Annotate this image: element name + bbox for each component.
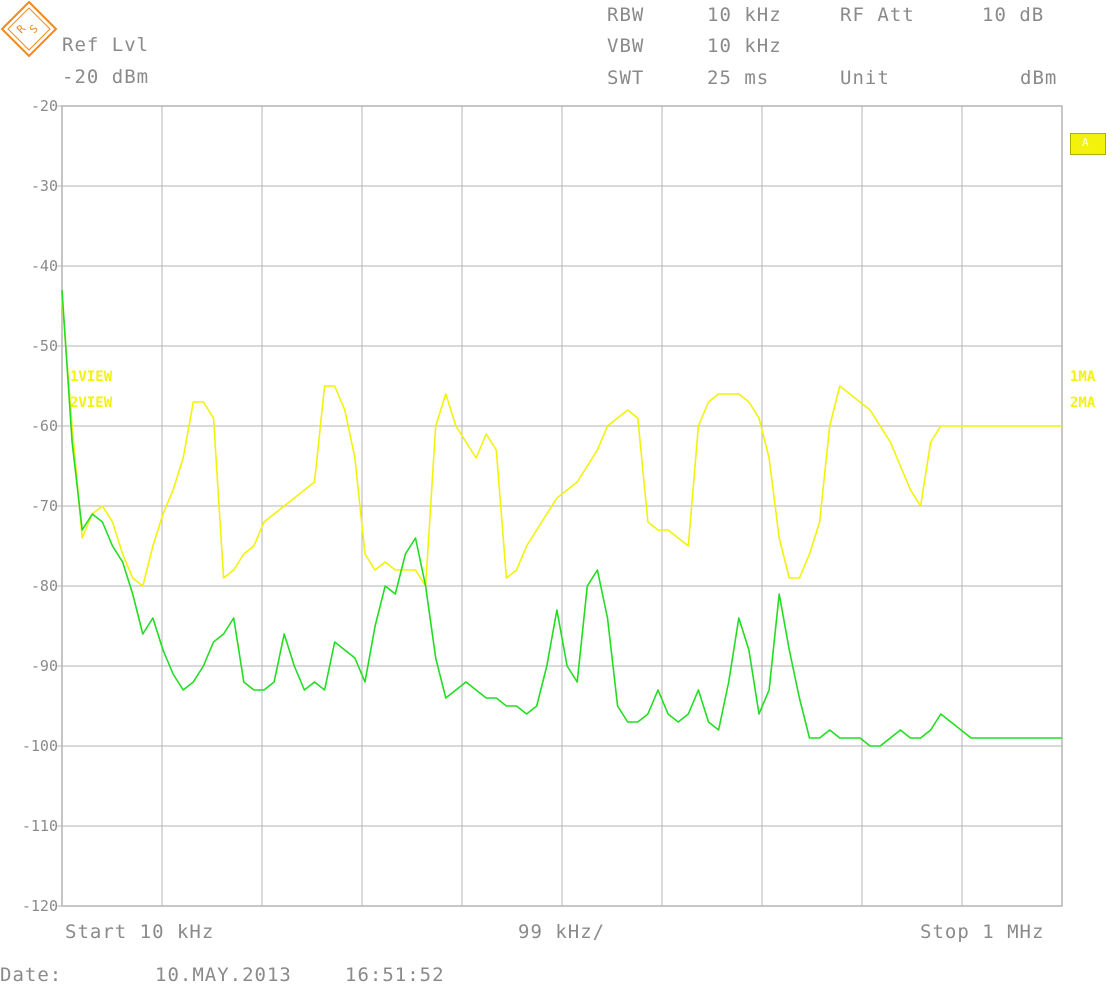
trace-mode-badge-text: A (1082, 136, 1089, 149)
stop-frequency: Stop 1 MHz (920, 921, 1045, 943)
trace-label-left: 1VIEW (70, 369, 113, 385)
start-frequency: Start 10 kHz (65, 921, 215, 943)
trace-label-right: 2MA (1070, 395, 1096, 411)
date-value: 10.MAY.2013 (155, 964, 292, 986)
swt-label: SWT (607, 67, 645, 89)
trace-mode-badge: A (1070, 133, 1106, 155)
y-tick-label: -90 (31, 657, 58, 675)
y-tick-label: -50 (31, 337, 58, 355)
rohde-schwarz-logo-icon: R S (0, 0, 58, 58)
y-tick-label: -40 (31, 257, 58, 275)
rf-att-label: RF Att (840, 4, 915, 26)
span-per-division: 99 kHz/ (518, 921, 606, 943)
grid (61, 105, 1063, 907)
traces (61, 289, 1062, 747)
y-tick-label: -80 (31, 577, 58, 595)
ref-level-value: -20 dBm (62, 66, 150, 88)
rbw-value: 10 kHz (707, 4, 782, 26)
trace-1-line (61, 297, 1062, 587)
trace-labels: 1VIEW 2VIEW 1MA 2MA (70, 369, 1096, 411)
ref-level-label: Ref Lvl (62, 34, 150, 56)
y-tick-label: -120 (22, 897, 58, 915)
rf-att-value: 10 dB (982, 4, 1045, 26)
y-tick-label: -100 (22, 737, 58, 755)
time-value: 16:51:52 (345, 964, 445, 986)
vbw-label: VBW (607, 35, 645, 57)
swt-value: 25 ms (707, 67, 770, 89)
y-tick-label: -110 (22, 817, 58, 835)
trace-2-line (61, 289, 1062, 747)
rbw-label: RBW (607, 4, 645, 26)
y-tick-label: -30 (31, 177, 58, 195)
y-axis-ticks: -20 -30 -40 -50 -60 -70 -80 -90 -100 -110 -120 (22, 97, 62, 915)
y-tick-label: -70 (31, 497, 58, 515)
vbw-value: 10 kHz (707, 35, 782, 57)
y-tick-label: -20 (31, 97, 58, 115)
unit-value: dBm (1020, 67, 1058, 89)
date-label: Date: (0, 964, 63, 986)
y-tick-label: -60 (31, 417, 58, 435)
trace-label-left: 2VIEW (70, 395, 113, 411)
unit-label: Unit (840, 67, 890, 89)
trace-label-right: 1MA (1070, 369, 1096, 385)
